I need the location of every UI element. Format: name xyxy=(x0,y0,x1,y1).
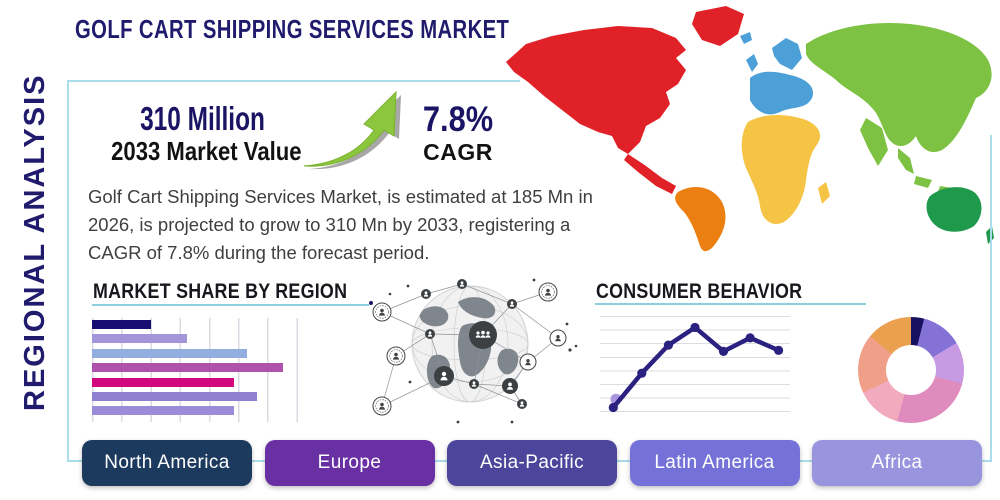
market-segment-donut-chart xyxy=(858,317,964,423)
market-value-stat: 310 Million 2033 Market Value xyxy=(95,100,310,167)
market-value-label: 2033 Market Value xyxy=(111,136,302,166)
line-chart-title: CONSUMER BEHAVIOR xyxy=(596,280,803,303)
market-share-bar-chart xyxy=(92,318,304,422)
bar-6 xyxy=(92,406,235,416)
bar-2 xyxy=(92,348,247,358)
market-value-number: 310 Million xyxy=(140,100,265,137)
bar-4 xyxy=(92,377,235,387)
bar-1 xyxy=(92,334,188,344)
panel-border-left xyxy=(67,80,69,462)
bar-0 xyxy=(92,320,152,329)
region-button-africa[interactable]: Africa xyxy=(812,440,982,486)
side-label-regional-analysis: REGIONAL ANALYSIS xyxy=(19,73,51,411)
page-title: GOLF CART SHIPPING SERVICES MARKET xyxy=(75,14,510,44)
cagr-number: 7.8% xyxy=(422,100,494,139)
panel-border-right xyxy=(990,135,992,462)
underline-end-dot xyxy=(369,301,373,305)
cagr-label: CAGR xyxy=(423,139,493,165)
world-map-illustration xyxy=(500,0,1000,260)
region-button-asia-pacific[interactable]: Asia-Pacific xyxy=(447,440,617,486)
bar-chart-title: MARKET SHARE BY REGION xyxy=(93,280,348,303)
region-button-north-america[interactable]: North America xyxy=(82,440,252,486)
region-button-europe[interactable]: Europe xyxy=(264,440,435,486)
donut-hole xyxy=(886,345,936,395)
bar-chart-title-underline xyxy=(92,304,369,306)
consumer-behavior-line-chart xyxy=(600,316,790,420)
line-chart-title-underline xyxy=(595,303,866,305)
cagr-stat: 7.8% CAGR xyxy=(408,100,508,166)
network-person-nodes xyxy=(372,279,567,416)
globe-network-illustration xyxy=(362,264,580,434)
growth-arrow-icon xyxy=(296,84,411,174)
region-button-latin-america[interactable]: Latin America xyxy=(629,440,800,486)
panel-border-top xyxy=(67,80,520,82)
region-button-row: North America Europe Asia-Pacific Latin Ame… xyxy=(82,440,982,486)
bar-5 xyxy=(92,391,258,401)
market-description: Golf Cart Shipping Services Market, is e… xyxy=(88,186,593,263)
bar-3 xyxy=(92,363,283,373)
